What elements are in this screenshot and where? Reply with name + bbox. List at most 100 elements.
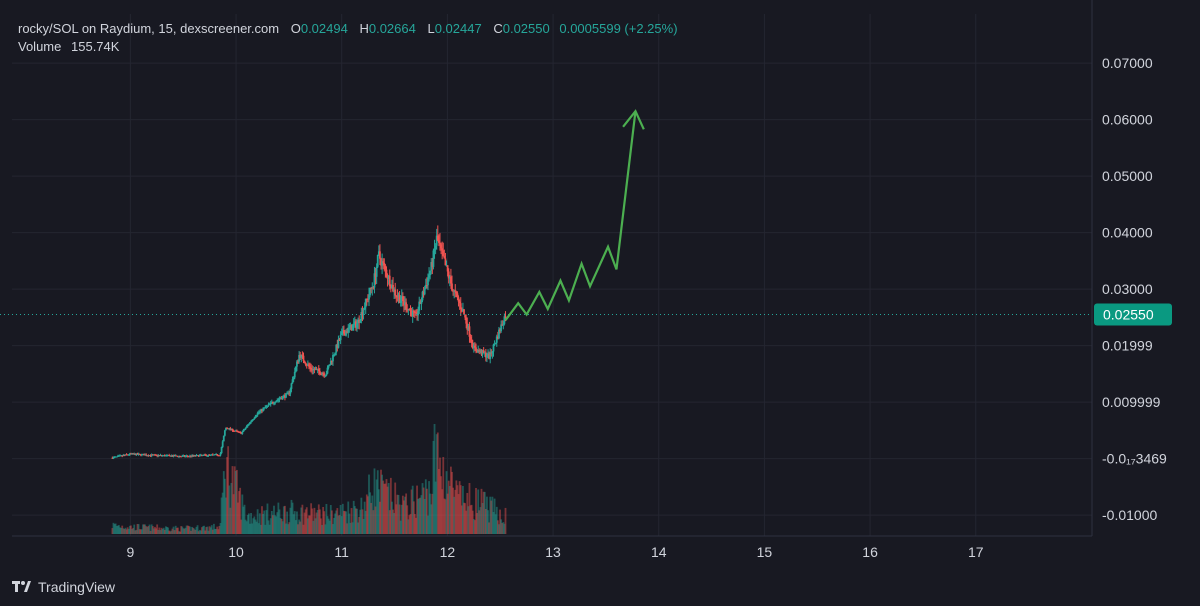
volume-bar	[221, 492, 224, 534]
candle-body	[373, 273, 376, 288]
candle-body	[459, 303, 462, 310]
candle-body	[251, 419, 254, 422]
volume-bar	[306, 518, 309, 534]
candle-body	[264, 407, 267, 409]
volume-bar	[266, 503, 269, 534]
candle-body	[316, 368, 319, 370]
volume-bar	[439, 457, 441, 534]
candle-body	[279, 398, 282, 400]
candle-body	[199, 454, 202, 456]
candle-body	[452, 290, 454, 292]
candle-body	[206, 455, 209, 457]
volume-bar	[185, 525, 188, 534]
volume-bar	[187, 526, 190, 534]
volume-bar	[342, 510, 345, 534]
volume-bar	[321, 525, 323, 534]
candle-body	[447, 271, 450, 279]
candle-body	[226, 427, 228, 429]
volume-bar	[265, 510, 268, 534]
volume-bar	[168, 530, 171, 534]
volume-bar	[222, 471, 225, 534]
candle-body	[488, 353, 491, 359]
volume-bar	[455, 480, 458, 534]
volume-bar	[337, 515, 340, 534]
volume-bar	[357, 522, 359, 534]
candle-body	[369, 287, 371, 296]
volume-bar	[429, 493, 432, 534]
candle-body	[237, 431, 239, 433]
volume-bar	[150, 524, 153, 534]
candle-body	[194, 455, 197, 457]
volume-bar	[341, 503, 344, 534]
candle-body	[322, 373, 325, 375]
candle-body	[476, 350, 479, 353]
volume-bar	[114, 523, 117, 534]
candle-body	[444, 258, 447, 266]
tradingview-logo-icon[interactable]	[12, 580, 32, 594]
volume-bar	[246, 514, 249, 534]
price-axis[interactable]: 0.07000 0.06000 0.05000 0.04000 0.03000 0.019…	[1102, 55, 1167, 523]
volume-bar	[314, 518, 317, 534]
volume-bar	[192, 527, 195, 534]
volume-bar	[139, 529, 142, 534]
volume-bar	[472, 519, 475, 534]
candle-body	[288, 392, 291, 394]
candle-body	[163, 455, 166, 457]
volume-bar	[201, 527, 203, 534]
volume-bar	[184, 527, 187, 534]
brand-name[interactable]: TradingView	[38, 579, 116, 595]
candle-body	[189, 455, 191, 457]
candle-body	[209, 454, 212, 456]
candle-body	[191, 455, 194, 457]
volume-bar	[450, 466, 452, 534]
candle-body	[411, 310, 414, 317]
close-value: 0.02550	[502, 21, 550, 36]
candle-body	[116, 455, 119, 457]
candle-body	[397, 295, 400, 297]
candle-body	[398, 295, 401, 303]
volume-bar	[285, 523, 287, 534]
volume-bar	[180, 526, 183, 534]
candle-body	[144, 454, 147, 456]
candle-body	[245, 426, 248, 428]
volume-bar	[194, 529, 197, 534]
volume-bar	[493, 498, 496, 534]
candle-body	[210, 454, 213, 456]
candle-body	[466, 323, 469, 330]
candle-body	[495, 336, 498, 343]
candle-body	[412, 310, 415, 313]
volume-bar	[279, 517, 282, 534]
candle-body	[364, 298, 367, 308]
volume-bar	[407, 519, 410, 534]
candle-body	[243, 429, 246, 431]
candle-body	[365, 298, 368, 300]
volume-bar	[433, 424, 436, 534]
candle-body	[268, 404, 271, 406]
candle-body	[291, 379, 294, 384]
volume-bar	[122, 528, 125, 534]
volume-bar	[347, 501, 350, 534]
candle-body	[130, 453, 132, 455]
volume-bar	[220, 497, 223, 534]
time-tick-label: 11	[334, 544, 349, 560]
volume-bar	[400, 504, 403, 534]
volume-bar	[498, 524, 500, 534]
volume-bar	[399, 520, 402, 534]
candle-body	[332, 355, 334, 362]
candle-body	[172, 455, 175, 457]
volume-bar	[287, 524, 290, 534]
volume-bar	[437, 469, 440, 534]
volume-bar	[137, 524, 140, 534]
volume-bar	[309, 515, 311, 534]
time-axis[interactable]: 9 10 11 12 13 14 15 16 17	[126, 544, 983, 560]
candle-body	[128, 453, 131, 455]
volume-bar	[298, 519, 301, 534]
candle-body	[458, 301, 461, 304]
candle-body	[183, 455, 186, 457]
volume-bar	[315, 512, 318, 534]
candle-body	[441, 248, 444, 251]
volume-bar	[329, 505, 332, 534]
candle-body	[256, 412, 259, 416]
volume-bar	[358, 516, 361, 534]
